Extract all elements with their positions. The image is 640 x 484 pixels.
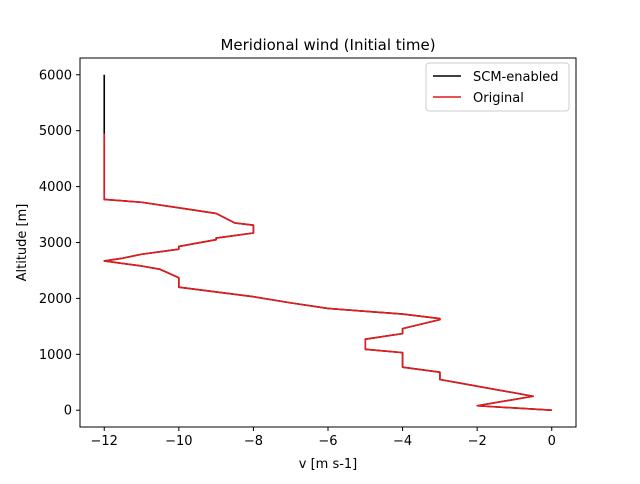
y-tick-label: 1000 <box>39 348 72 363</box>
x-tick-label: −8 <box>244 434 263 449</box>
x-tick-label: −12 <box>91 434 118 449</box>
x-tick-label: −10 <box>165 434 192 449</box>
series-line-scm-enabled <box>103 74 552 412</box>
plot-frame <box>79 57 577 428</box>
x-tick-label: 0 <box>548 434 556 449</box>
y-tick-label: 4000 <box>39 180 72 195</box>
y-tick-label: 5000 <box>39 124 72 139</box>
series-line-original <box>103 133 552 412</box>
y-axis: 0 1000 2000 3000 4000 5000 6000 <box>39 68 80 419</box>
x-axis-label: v [m s-1] <box>299 457 358 472</box>
legend: SCM-enabled Original <box>425 62 570 112</box>
x-tick-label: −2 <box>468 434 487 449</box>
y-tick-label: 3000 <box>39 236 72 251</box>
x-tick-label: −6 <box>318 434 337 449</box>
x-axis: −12 −10 −8 −6 −4 −2 0 <box>91 427 556 449</box>
y-axis-label: Altitude [m] <box>15 204 30 282</box>
legend-label-scm-enabled: SCM-enabled <box>473 70 559 85</box>
plot-area <box>103 74 552 412</box>
chart-title: Meridional wind (Initial time) <box>220 36 435 54</box>
y-tick-label: 6000 <box>39 68 72 83</box>
legend-box <box>425 62 570 112</box>
y-tick-label: 2000 <box>39 292 72 307</box>
x-tick-label: −4 <box>393 434 412 449</box>
legend-label-original: Original <box>473 91 524 106</box>
y-tick-label: 0 <box>64 404 72 419</box>
